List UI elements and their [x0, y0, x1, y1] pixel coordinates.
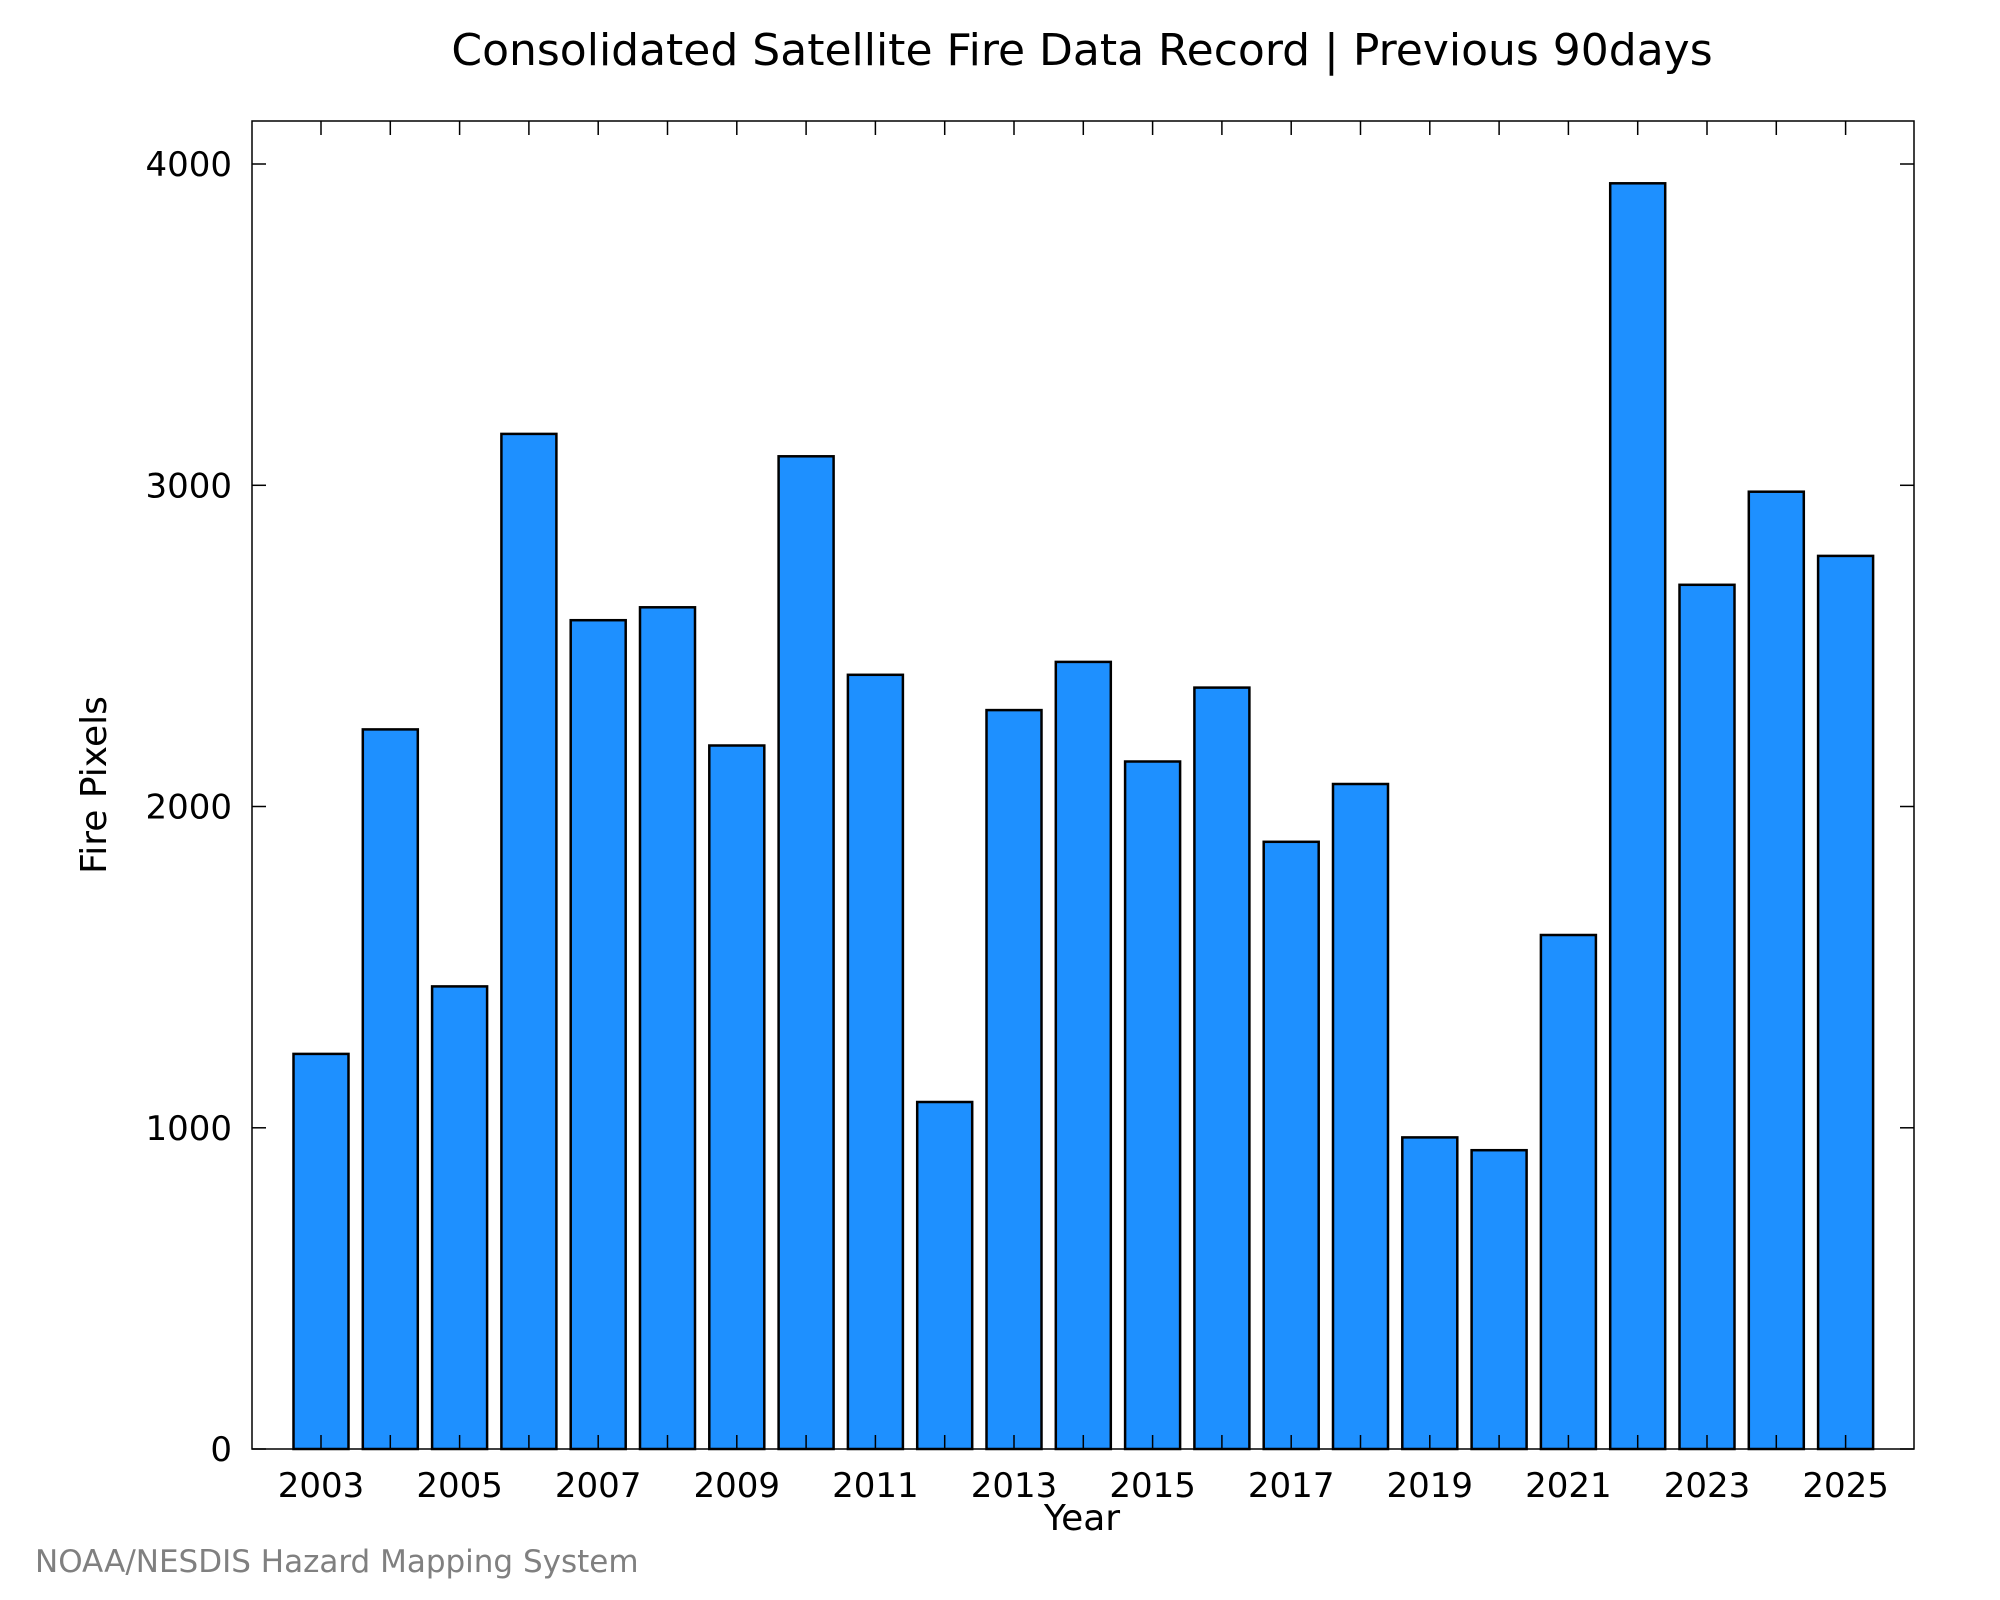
bar-2009	[708, 744, 766, 1451]
bar-2024	[1747, 490, 1806, 1451]
x-tick-label-2005: 2005	[416, 1466, 503, 1506]
tick-labels-group: 2003 2005 2007 2009 2011 2013 2015 2017 2019 2021…	[145, 145, 1888, 1506]
y-tick-label-1000: 1000	[145, 1109, 232, 1149]
y-tick-label-2000: 2000	[145, 788, 232, 828]
y-axis-label: Fire Pixels	[74, 696, 115, 874]
bar-2007	[569, 618, 627, 1451]
y-tick-label-0: 0	[210, 1430, 232, 1470]
bar-2013	[985, 708, 1043, 1451]
bar-2003	[292, 1052, 350, 1451]
bar-2014	[1054, 660, 1113, 1451]
x-tick-label-2025: 2025	[1802, 1466, 1889, 1506]
bars-group	[292, 182, 1875, 1451]
bar-2019	[1401, 1136, 1459, 1451]
bar-2006	[500, 432, 558, 1451]
x-tick-label-2023: 2023	[1664, 1466, 1751, 1506]
bar-2008	[638, 606, 697, 1451]
x-tick-label-2011: 2011	[832, 1466, 919, 1506]
bar-2004	[361, 728, 420, 1451]
bar-2012	[915, 1100, 974, 1451]
x-tick-label-2003: 2003	[278, 1466, 365, 1506]
bar-2011	[846, 673, 905, 1451]
y-tick-label-3000: 3000	[145, 466, 232, 506]
bar-2018	[1331, 782, 1390, 1451]
bar-2020	[1470, 1148, 1528, 1451]
y-tick-label-4000: 4000	[145, 145, 232, 185]
bar-2015	[1123, 760, 1182, 1451]
x-tick-label-2013: 2013	[971, 1466, 1058, 1506]
x-axis-label: Year	[1043, 1498, 1120, 1539]
x-tick-label-2015: 2015	[1109, 1466, 1196, 1506]
bar-2023	[1678, 583, 1736, 1451]
x-tick-label-2009: 2009	[694, 1466, 781, 1506]
bar-2021	[1539, 933, 1598, 1451]
bar-2010	[777, 455, 835, 1451]
bar-2017	[1262, 840, 1320, 1451]
footer-credit: NOAA/NESDIS Hazard Mapping System	[35, 1544, 639, 1580]
bar-2005	[430, 985, 489, 1451]
x-tick-label-2017: 2017	[1248, 1466, 1335, 1506]
plot-frame	[251, 120, 1915, 1450]
bar-2016	[1193, 686, 1251, 1451]
bar-2025	[1816, 554, 1875, 1451]
bar-2022	[1608, 182, 1667, 1451]
x-tick-label-2019: 2019	[1387, 1466, 1474, 1506]
x-tick-label-2007: 2007	[555, 1466, 642, 1506]
x-tick-label-2021: 2021	[1525, 1466, 1612, 1506]
chart-title: Consolidated Satellite Fire Data Record …	[451, 25, 1712, 76]
